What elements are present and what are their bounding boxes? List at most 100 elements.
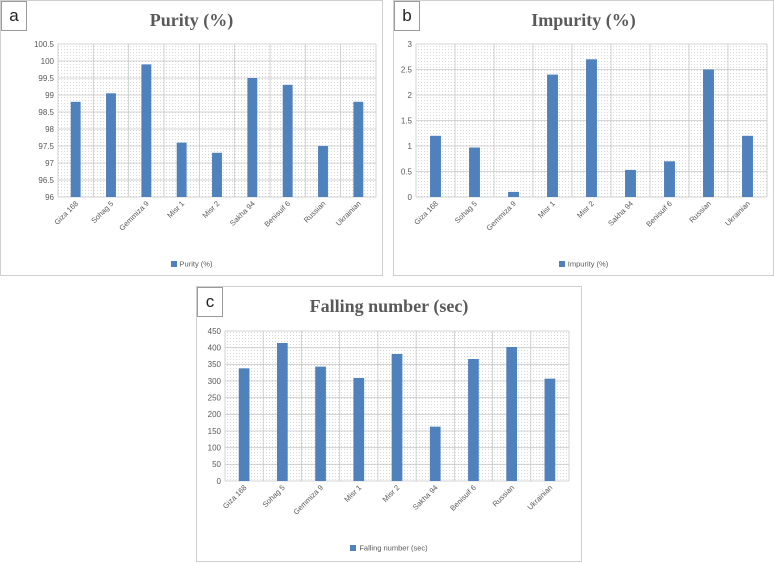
y-tick-label: 97.5	[38, 142, 54, 151]
x-tick-label-benisuif-6: Benisuif 6	[448, 483, 478, 513]
x-tick-label-russian: Russian	[491, 483, 517, 509]
bar-giza-168	[238, 368, 250, 481]
x-tick-label-benisuif-6: Benisuif 6	[644, 199, 674, 229]
x-tick-label-misr-1: Misr 1	[536, 199, 557, 220]
purity-chart-svg: 96 96.5 97 97.5 98 98.5 99 99.5 100 100.5 Giza 168…	[34, 40, 377, 233]
legend-impurity: Impurity (%)	[394, 259, 773, 269]
y-tick-label: 400	[208, 343, 222, 352]
legend-purity: Purity (%)	[1, 259, 382, 269]
y-tick-label: 100	[208, 443, 222, 452]
y-tick-label: 300	[208, 377, 222, 386]
panel-label-a: a	[1, 1, 27, 31]
legend-swatch	[170, 261, 177, 268]
x-tick-label-sakha-94: Sakha 94	[606, 199, 635, 228]
x-tick-label-misr-1: Misr 1	[165, 199, 186, 220]
bar-sakha-94	[247, 78, 258, 197]
y-tick-label: 350	[208, 360, 222, 369]
bar-giza-168	[430, 135, 441, 197]
impurity-chart-svg: 0 0.5 1 1.5 2 2.5 3 Giza 168 Sohag 5 Gemmiza 9 Mis…	[401, 40, 768, 233]
y-tick-label: 0.5	[401, 167, 413, 176]
y-tick-label: 3	[408, 40, 413, 49]
y-tick-label: 450	[208, 327, 222, 336]
x-tick-label-gemmiza-9: Gemmiza 9	[291, 483, 324, 516]
y-tick-label: 0	[408, 193, 413, 202]
bar-russian	[506, 347, 518, 481]
x-tick-label-sohag-5: Sohag 5	[261, 483, 287, 509]
x-tick-label-russian: Russian	[302, 199, 328, 225]
bar-gemmiza-9	[315, 366, 326, 481]
y-tick-label: 200	[208, 410, 222, 419]
bar-ukrainian	[544, 378, 556, 481]
x-tick-label-sohag-5: Sohag 5	[453, 199, 479, 225]
bar-gemmiza-9	[141, 64, 152, 198]
chart-title-falling-number: Falling number (sec)	[309, 296, 469, 316]
y-tick-label: 1	[408, 142, 413, 151]
x-tick-label-misr-1: Misr 1	[342, 483, 363, 504]
x-tick-label-sakha-94: Sakha 94	[228, 199, 257, 228]
y-tick-label: 100.5	[34, 40, 55, 49]
x-tick-label-ukrainian: Ukrainian	[526, 483, 555, 512]
legend-label: Purity (%)	[179, 259, 213, 269]
bar-sohag-5	[469, 147, 480, 197]
y-tick-label: 0	[217, 477, 222, 486]
x-tick-label-giza-168: Giza 168	[52, 199, 80, 227]
x-tick-label-benisuif-6: Benisuif 6	[262, 199, 292, 229]
bar-ukrainian	[353, 101, 364, 197]
legend-swatch	[558, 261, 565, 268]
legend-label: Impurity (%)	[567, 259, 609, 269]
y-tick-label: 96.5	[38, 176, 54, 185]
bar-russian	[703, 69, 714, 197]
x-tick-label-giza-168: Giza 168	[412, 199, 440, 227]
x-tick-label-sakha-94: Sakha 94	[411, 483, 440, 512]
bar-misr-1	[547, 74, 558, 197]
y-tick-label: 99	[45, 91, 54, 100]
x-tick-label-gemmiza-9: Gemmiza 9	[484, 199, 517, 232]
y-tick-label: 100	[41, 57, 55, 66]
bar-giza-168	[70, 101, 81, 197]
y-tick-label: 2	[408, 91, 413, 100]
bar-sakha-94	[625, 169, 636, 197]
bar-misr-2	[391, 354, 403, 481]
y-tick-label: 97	[45, 159, 54, 168]
y-tick-label: 250	[208, 393, 222, 402]
x-tick-label-gemmiza-9: Gemmiza 9	[117, 199, 150, 232]
bar-benisuif-6	[468, 359, 479, 481]
legend-label: Falling number (sec)	[359, 543, 428, 553]
bar-sohag-5	[276, 343, 288, 481]
x-tick-label-misr-2: Misr 2	[381, 483, 402, 504]
panel-label-b: b	[394, 1, 420, 31]
y-tick-label: 1.5	[401, 116, 413, 125]
y-tick-label: 2.5	[401, 65, 413, 74]
bar-benisuif-6	[282, 84, 293, 197]
x-tick-label-sohag-5: Sohag 5	[89, 199, 115, 225]
panel-label-c: c	[197, 287, 223, 317]
chart-panel-impurity: b Impurity (%) 0 0.5 1 1.5 2 2.5 3 Giza 168 Soha…	[393, 0, 774, 276]
chart-panel-falling-number: c Falling number (sec) 0 50 100 150 200 250 30…	[196, 286, 582, 562]
x-tick-label-misr-2: Misr 2	[575, 199, 596, 220]
bar-misr-1	[176, 142, 187, 197]
bar-misr-1	[353, 378, 365, 481]
y-tick-label: 98.5	[38, 108, 54, 117]
x-tick-label-giza-168: Giza 168	[221, 483, 249, 511]
x-tick-label-ukrainian: Ukrainian	[334, 199, 363, 228]
y-tick-label: 96	[45, 193, 54, 202]
chart-panel-purity: a Purity (%) 96 96.5 97 97.5 98 98.5 99 99.5 100…	[0, 0, 383, 276]
y-tick-label: 98	[45, 125, 54, 134]
legend-falling-number: Falling number (sec)	[197, 543, 581, 553]
chart-title-impurity: Impurity (%)	[531, 10, 636, 30]
bar-misr-2	[212, 152, 222, 197]
falling-number-chart-svg: 0 50 100 150 200 250 300 350 400 450 Giza 168 Sohag…	[208, 327, 570, 517]
bar-sakha-94	[429, 426, 441, 481]
y-tick-label: 99.5	[38, 74, 54, 83]
bar-misr-2	[586, 59, 597, 197]
bar-sohag-5	[106, 93, 116, 197]
bar-russian	[318, 146, 328, 197]
y-tick-label: 50	[212, 460, 221, 469]
bar-gemmiza-9	[508, 191, 519, 197]
x-tick-label-ukrainian: Ukrainian	[723, 199, 752, 228]
legend-swatch	[350, 545, 357, 552]
bar-benisuif-6	[664, 161, 675, 197]
x-tick-label-misr-2: Misr 2	[201, 199, 222, 220]
x-tick-label-russian: Russian	[687, 199, 713, 225]
bar-ukrainian	[742, 135, 753, 197]
